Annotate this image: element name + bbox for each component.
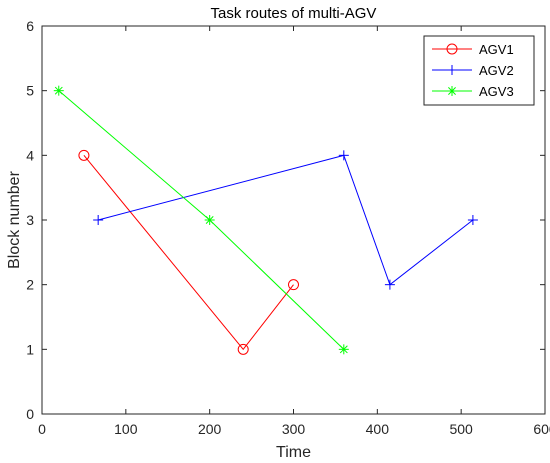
data-point-agv2	[338, 150, 349, 161]
x-tick-label: 100	[114, 421, 138, 437]
data-point-agv3	[53, 85, 64, 96]
legend-marker-agv2	[447, 65, 457, 75]
x-tick-label: 500	[449, 421, 473, 437]
series-line-agv1	[83, 155, 294, 351]
series-agv1	[78, 149, 299, 355]
marker-circle	[237, 343, 249, 355]
x-tick-label: 200	[198, 421, 222, 437]
x-tick-label: 600	[533, 421, 550, 437]
marker-ast-d2	[54, 86, 63, 95]
x-axis-label: Time	[276, 444, 311, 461]
series-agv2	[93, 150, 478, 290]
data-point-agv3	[338, 344, 349, 355]
chart-title: Task routes of multi-AGV	[211, 5, 377, 22]
data-point-agv1	[237, 343, 249, 355]
axis-ticks: 0 100 200 300 400 500 600 0 1 2 3 4 5 6	[26, 18, 550, 437]
x-tick-label: 300	[282, 421, 306, 437]
marker-ast-d2	[339, 345, 348, 354]
legend-marker-agv3	[447, 86, 457, 96]
y-tick-label: 5	[26, 83, 34, 99]
x-tick-label: 400	[366, 421, 390, 437]
legend-label-agv1: AGV1	[479, 42, 514, 57]
y-tick-label: 4	[26, 147, 34, 163]
series-layer	[53, 85, 478, 355]
legend-item-agv1: AGV1	[432, 42, 514, 57]
marker-circle	[446, 43, 458, 55]
marker-circle	[288, 279, 299, 291]
data-point-agv1	[288, 279, 299, 291]
legend-label-agv3: AGV3	[479, 84, 514, 99]
y-tick-label: 0	[26, 406, 34, 422]
data-point-agv2	[467, 215, 478, 225]
legend-item-agv2: AGV2	[432, 63, 514, 78]
legend-marker-agv1	[446, 43, 458, 55]
data-point-agv2	[93, 215, 104, 225]
data-point-agv2	[384, 279, 395, 290]
legend: AGV1 AGV2 AGV3	[423, 35, 535, 106]
legend-item-agv3: AGV3	[432, 84, 514, 99]
marker-ast-d2	[448, 87, 456, 95]
y-tick-label: 6	[26, 18, 34, 34]
series-agv3	[53, 85, 349, 355]
marker-circle	[78, 149, 90, 161]
legend-label-agv2: AGV2	[479, 63, 514, 78]
y-axis-label: Block number	[6, 170, 23, 268]
data-point-agv1	[78, 149, 90, 161]
series-line-agv2	[98, 154, 474, 286]
y-tick-label: 2	[26, 277, 34, 293]
x-tick-label: 0	[38, 421, 46, 437]
y-tick-label: 3	[26, 212, 34, 228]
y-tick-label: 1	[26, 341, 34, 357]
data-point-agv3	[204, 215, 215, 225]
marker-ast-d2	[205, 216, 214, 224]
